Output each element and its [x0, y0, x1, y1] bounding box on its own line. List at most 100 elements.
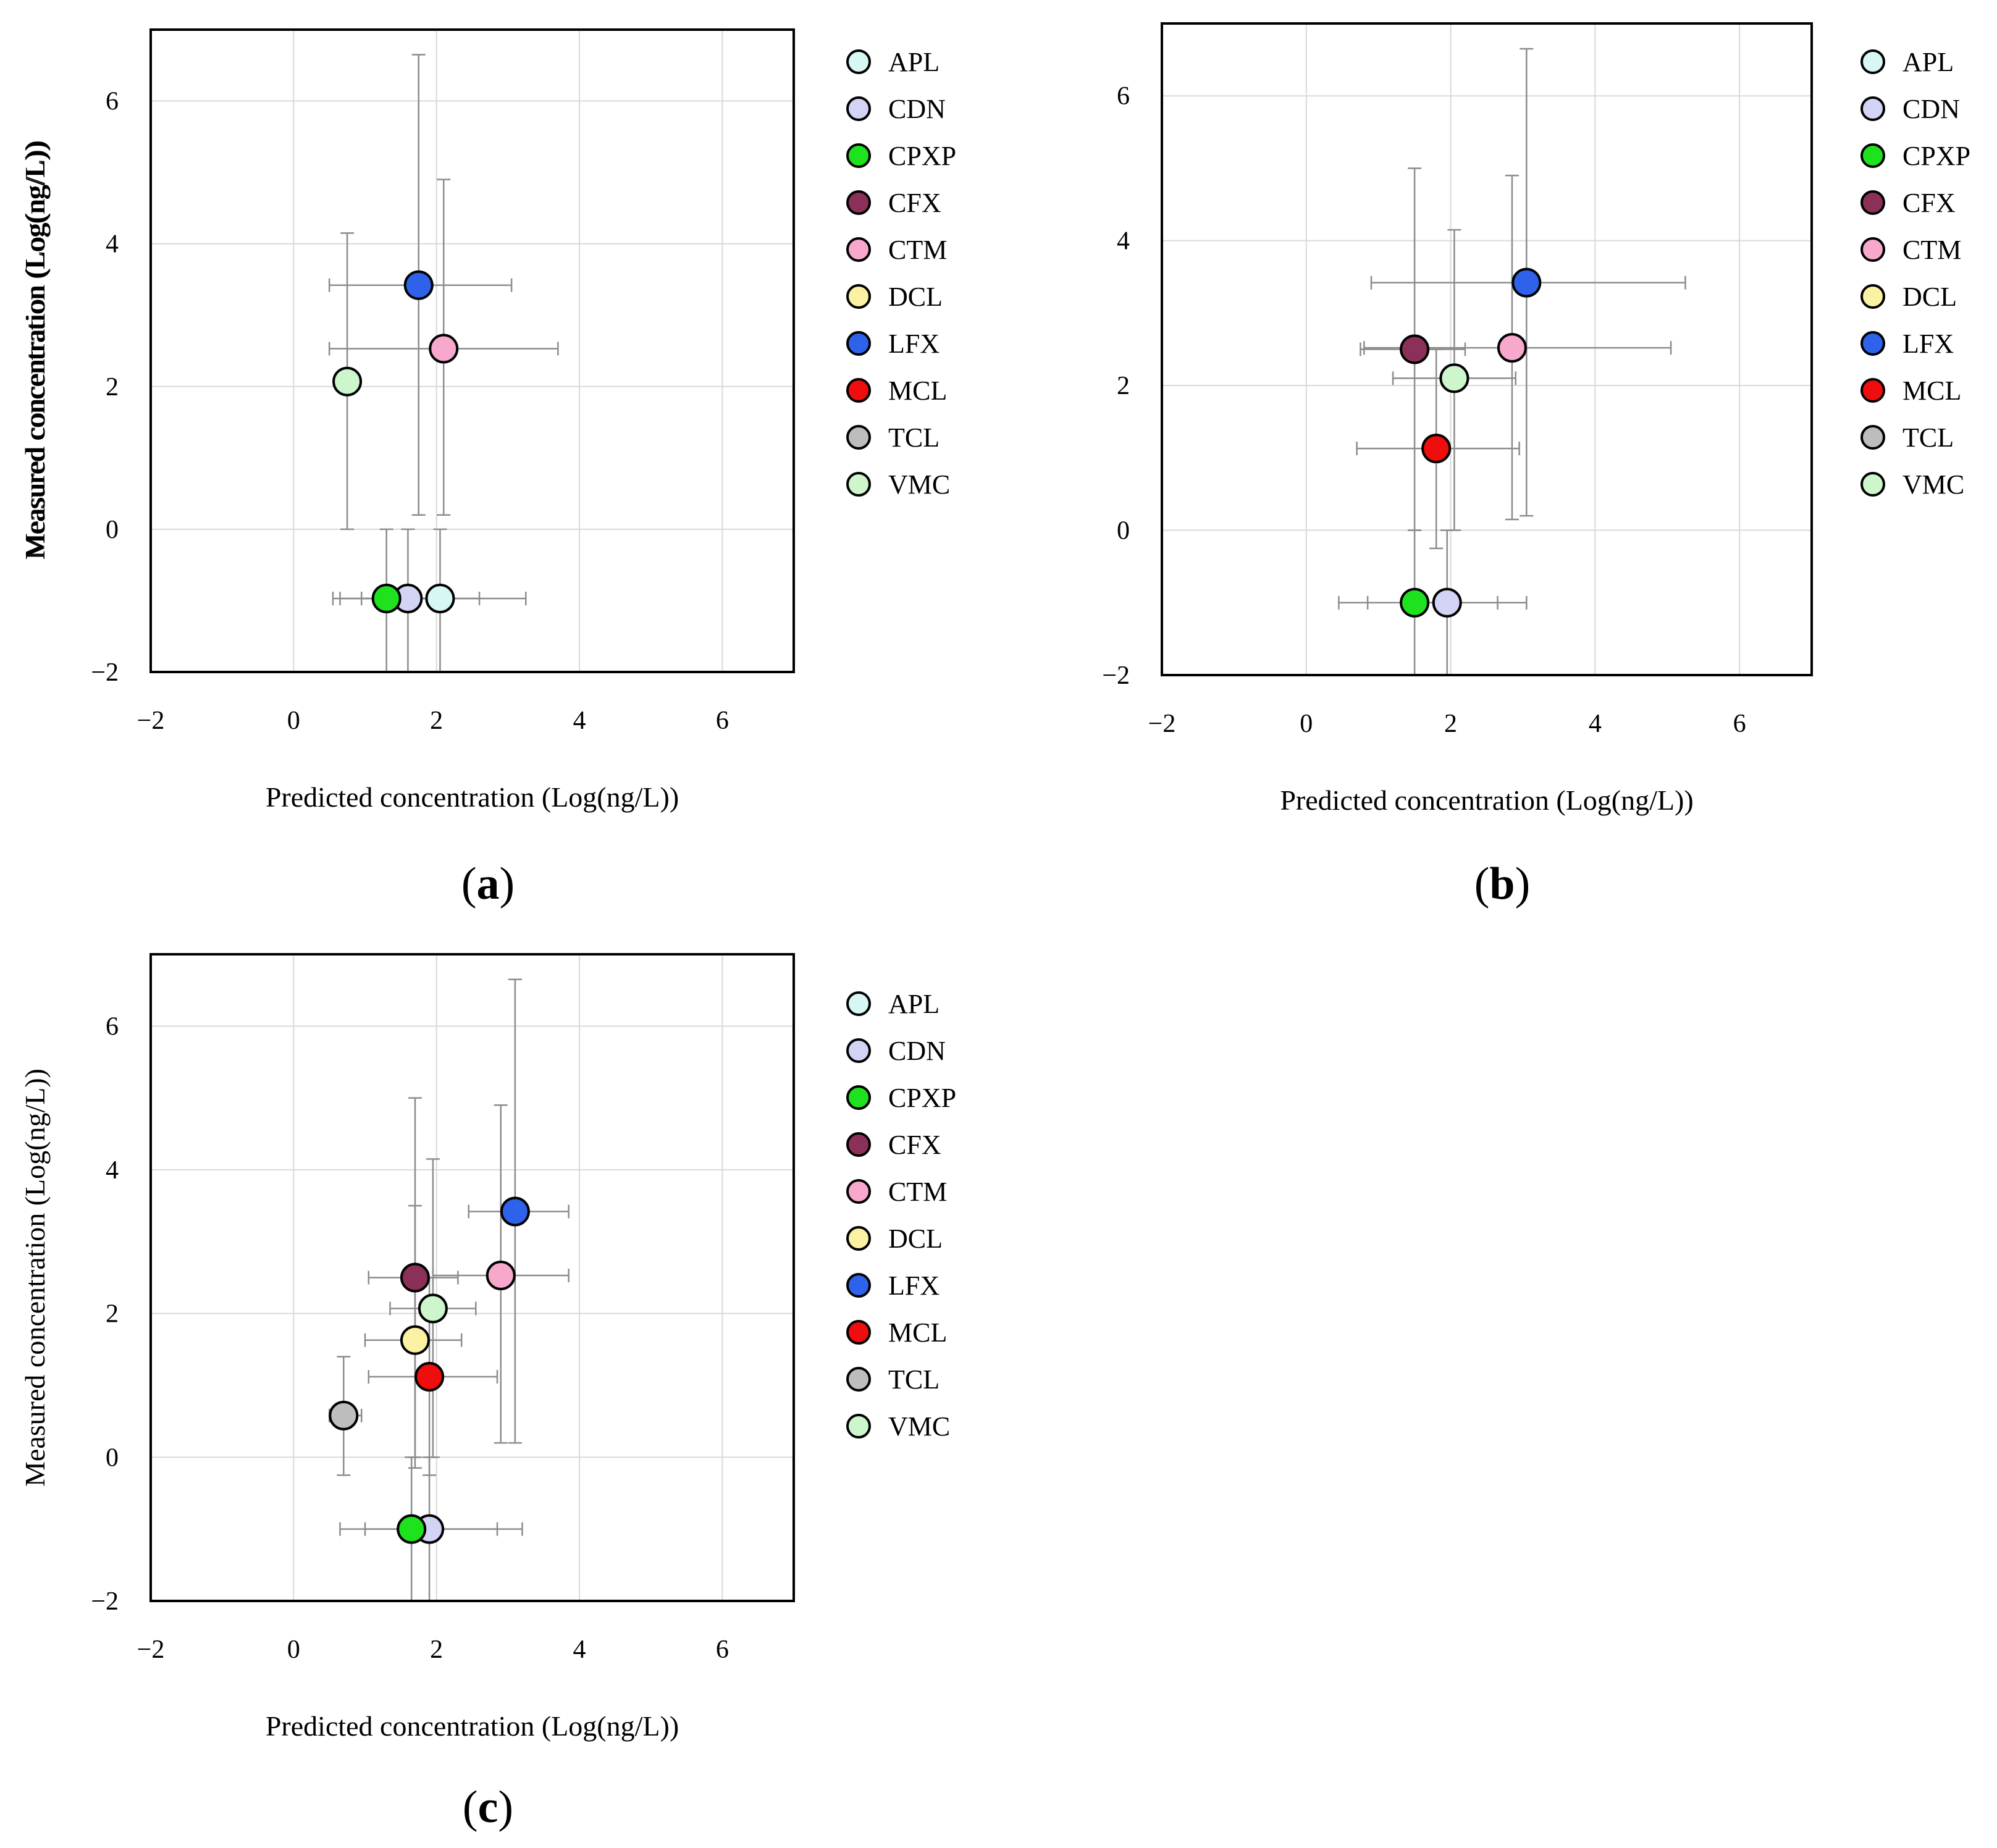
legend-label: CPXP [888, 1083, 956, 1113]
legend-item-ctm: CTM [1860, 235, 1961, 265]
y-tick-label: −2 [1102, 662, 1130, 690]
panel-label-letter: a [477, 859, 500, 909]
legend-marker [1860, 96, 1885, 121]
legend-marker [846, 284, 871, 309]
y-axis-title: Measured concentration (Log(ng/L)) [19, 140, 51, 558]
x-tick-label: 2 [1444, 710, 1457, 738]
legend-item-cpxp: CPXP [846, 1083, 956, 1113]
panel-label: (a) [461, 859, 515, 909]
legend-label: CDN [1902, 94, 1960, 124]
chart-panel-3: −2 0 2 4 6 −2 0 2 4 6 Predicted concentration (Log… [19, 953, 956, 1833]
x-tick-label: 2 [430, 1636, 443, 1664]
y-tick-label: 2 [106, 373, 119, 401]
legend-item-apl: APL [846, 47, 940, 77]
legend-item-lfx: LFX [846, 329, 940, 359]
legend-label: CDN [888, 1036, 946, 1066]
legend: APL CDN CPXP CFX CTM DCL LFX MCL TCL VMC [1860, 47, 1970, 500]
legend-label: APL [888, 989, 940, 1019]
legend-label: CTM [1902, 235, 1961, 265]
legend-label: VMC [888, 1411, 950, 1442]
point-cpxp [371, 583, 402, 613]
x-tick-label: 6 [716, 707, 729, 735]
legend-label: CTM [888, 235, 947, 265]
x-tick-label: −2 [137, 707, 165, 735]
legend-marker [1860, 237, 1885, 262]
x-tick-label: 4 [573, 1636, 586, 1664]
legend-label: TCL [888, 422, 940, 453]
legend-label: VMC [888, 469, 950, 500]
legend-item-tcl: TCL [1860, 422, 1954, 453]
y-tick-label: 6 [106, 88, 119, 116]
point-vmc [1439, 363, 1469, 393]
point-ctm [1497, 333, 1527, 363]
x-tick-label: 6 [1733, 710, 1746, 738]
plot-frame [149, 28, 795, 673]
panel-label-close: ) [500, 859, 515, 909]
x-axis-title: Predicted concentration (Log(ng/L)) [1280, 784, 1693, 816]
legend-item-cpxp: CPXP [846, 141, 956, 171]
legend-label: APL [888, 47, 940, 77]
point-cpxp [397, 1514, 427, 1544]
panel-label: (b) [1474, 859, 1530, 909]
y-tick-label: 4 [106, 1156, 119, 1185]
legend-item-vmc: VMC [846, 1411, 950, 1442]
legend-marker [846, 991, 871, 1016]
legend-marker [846, 49, 871, 74]
legend-item-tcl: TCL [846, 1364, 940, 1395]
legend-marker [846, 237, 871, 262]
legend-item-mcl: MCL [846, 1317, 947, 1348]
legend-marker [846, 1320, 871, 1345]
legend-label: LFX [1902, 329, 1954, 359]
point-mcl [1421, 434, 1452, 464]
x-axis-title: Predicted concentration (Log(ng/L)) [266, 1710, 679, 1742]
x-tick-label: 0 [287, 707, 300, 735]
y-axis-title: Measured concentration (Log(ng/L)) [19, 1069, 51, 1487]
legend-item-cfx: CFX [846, 1130, 941, 1160]
chart-panel-2: −2 0 2 4 6 −2 0 2 4 6 Predicted concentration (Log… [19, 22, 1970, 909]
plot-frame [1161, 22, 1813, 676]
legend-item-cfx: CFX [1860, 188, 1956, 218]
x-tick-label: −2 [1148, 710, 1176, 738]
legend-marker [846, 1038, 871, 1063]
legend-item-dcl: DCL [1860, 282, 1957, 312]
legend-marker [846, 1367, 871, 1392]
legend-label: TCL [1902, 422, 1954, 453]
legend-item-mcl: MCL [846, 376, 947, 406]
legend-label: MCL [1902, 376, 1961, 406]
legend: APL CDN CPXP CFX CTM DCL LFX MCL TCL VMC [846, 989, 956, 1442]
legend-label: LFX [888, 1270, 940, 1301]
legend-item-cfx: CFX [846, 188, 941, 218]
legend-label: VMC [1902, 469, 1964, 500]
x-tick-label: 0 [1300, 710, 1313, 738]
legend-marker [1860, 49, 1885, 74]
legend-marker [846, 190, 871, 215]
point-vmc [332, 366, 363, 397]
x-tick-label: 0 [287, 1636, 300, 1664]
legend-marker [1860, 472, 1885, 497]
y-tick-label: −2 [91, 1587, 119, 1616]
legend-marker [846, 1179, 871, 1204]
y-tick-label: 0 [106, 1443, 119, 1472]
legend-item-ctm: CTM [846, 1177, 947, 1207]
legend-marker [1860, 378, 1885, 403]
legend-marker [1860, 284, 1885, 309]
point-lfx [500, 1196, 530, 1227]
legend-item-tcl: TCL [846, 422, 940, 453]
legend-item-apl: APL [846, 989, 940, 1019]
y-axis-title: Measured concentration (Log(ng/L)) [19, 142, 51, 560]
point-ctm [486, 1261, 516, 1291]
panel-label-close: ) [1515, 859, 1531, 909]
y-tick-label: 2 [1117, 372, 1130, 400]
legend-item-cdn: CDN [846, 94, 946, 124]
x-tick-label: 4 [1589, 710, 1602, 738]
point-apl [425, 583, 455, 613]
panel-label: (c) [463, 1782, 513, 1833]
legend-item-vmc: VMC [846, 469, 950, 500]
legend-label: MCL [888, 1317, 947, 1348]
legend-marker [846, 1273, 871, 1298]
y-tick-label: 0 [106, 516, 119, 544]
legend-marker [846, 472, 871, 497]
point-cfx [400, 1262, 430, 1293]
panel-label-letter: b [1489, 859, 1515, 909]
